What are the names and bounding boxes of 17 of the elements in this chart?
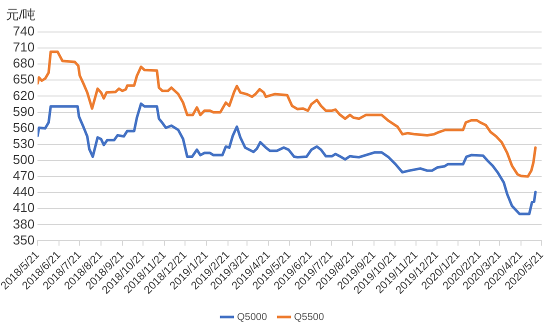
legend-label: Q5500 [294, 312, 324, 323]
y-tick-label: 500 [12, 152, 35, 168]
y-tick-label: 350 [12, 232, 35, 248]
y-tick-label: 710 [12, 40, 35, 55]
y-tick-label: 620 [12, 88, 35, 103]
legend-label: Q5000 [236, 312, 268, 323]
y-tick-label: 680 [12, 56, 35, 71]
y-tick-label: 410 [12, 200, 35, 216]
y-tick-label: 590 [12, 104, 35, 119]
y-tick-label: 650 [12, 72, 35, 87]
y-tick-label: 440 [12, 184, 35, 200]
y-tick-label: 530 [12, 136, 35, 151]
y-tick-label: 470 [12, 168, 35, 184]
y-tick-label: 380 [12, 216, 35, 232]
y-tick-label: 560 [12, 120, 35, 135]
y-axis-title: 元/吨 [6, 7, 36, 22]
y-tick-label: 740 [12, 24, 35, 39]
